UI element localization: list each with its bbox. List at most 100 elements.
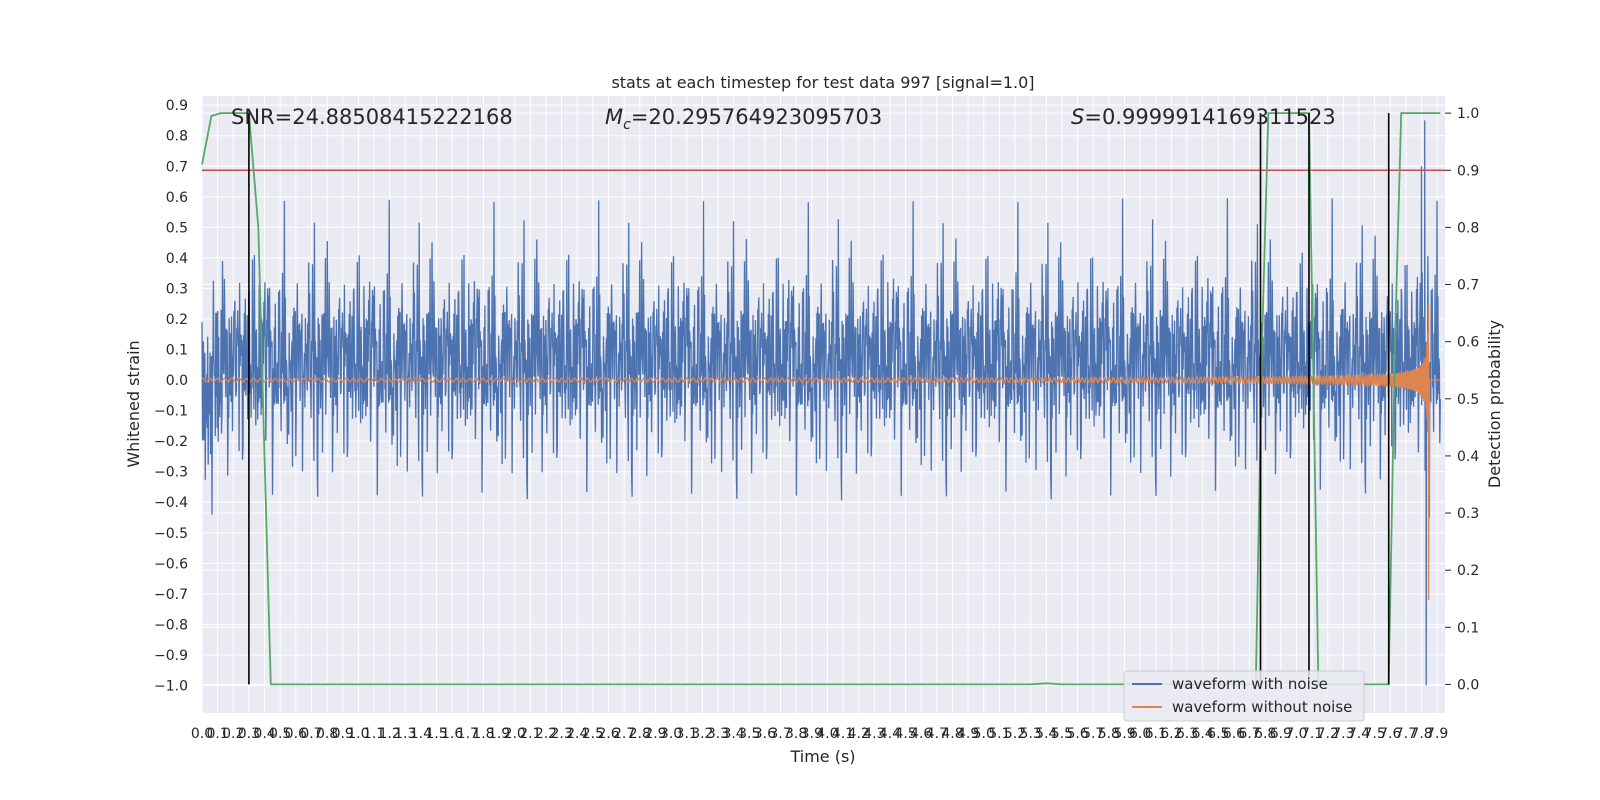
x-axis-label: Time (s) <box>789 747 855 766</box>
series-waveform-with-noise <box>201 120 1441 686</box>
y-right-axis-label: Detection probability <box>1485 320 1504 488</box>
y-tick-label-10: −0.1 <box>154 404 188 420</box>
y-axis-label: Whitened strain <box>124 340 143 467</box>
x-tick-label-30: 3.0 <box>660 726 682 742</box>
x-tick-label-70: 7.0 <box>1285 726 1307 742</box>
x-tick-label-78: 7.8 <box>1410 726 1432 742</box>
x-tick-label-42: 4.2 <box>848 726 870 742</box>
y-tick-label-8: 0.1 <box>166 343 188 359</box>
x-tick-label-52: 5.2 <box>1004 726 1026 742</box>
y-right-tick-label-1: 0.9 <box>1457 163 1479 179</box>
x-tick-label-26: 2.6 <box>597 726 619 742</box>
x-tick-label-54: 5.4 <box>1035 726 1057 742</box>
x-tick-label-40: 4.0 <box>816 726 838 742</box>
x-tick-label-34: 3.4 <box>722 726 744 742</box>
x-tick-label-43: 4.3 <box>863 726 885 742</box>
y-right-tick-label-6: 0.4 <box>1457 449 1479 465</box>
y-tick-label-3: 0.6 <box>166 190 188 206</box>
y-right-tick-label-7: 0.3 <box>1457 506 1479 522</box>
y-tick-label-4: 0.5 <box>166 220 188 236</box>
y-right-tick-label-5: 0.5 <box>1457 392 1479 408</box>
annotation-chirp-mass-symbol: M <box>605 105 623 129</box>
x-tick-label-32: 3.2 <box>691 726 713 742</box>
annotation-chirp-mass: Mc=20.295764923095703 <box>605 105 882 133</box>
y-tick-label-2: 0.7 <box>166 159 188 175</box>
x-tick-label-41: 4.1 <box>832 726 854 742</box>
x-tick-label-15: 1.5 <box>425 726 447 742</box>
y-right-tick-label-0: 1.0 <box>1457 106 1479 122</box>
x-tick-label-29: 2.9 <box>644 726 666 742</box>
y-tick-label-19: −1.0 <box>154 679 188 695</box>
annotation-snr: SNR=24.88508415222168 <box>231 105 513 129</box>
x-tick-label-57: 5.7 <box>1082 726 1104 742</box>
annotation-score-value: =0.9999914169311523 <box>1084 105 1335 129</box>
x-tick-label-69: 6.9 <box>1270 726 1292 742</box>
y-tick-label-17: −0.8 <box>154 617 188 633</box>
x-tick-label-3: 0.3 <box>238 726 260 742</box>
x-tick-label-56: 5.6 <box>1066 726 1088 742</box>
x-tick-label-27: 2.7 <box>613 726 635 742</box>
x-tick-label-73: 7.3 <box>1332 726 1354 742</box>
y-tick-labels: 0.9 0.8 0.7 0.6 0.5 0.4 0.3 0.2 0.1 0.0 −0.1 −0.2 −0… <box>154 98 188 694</box>
x-tick-label-55: 5.5 <box>1051 726 1073 742</box>
x-tick-label-59: 5.9 <box>1113 726 1135 742</box>
y-tick-label-0: 0.9 <box>166 98 188 114</box>
series-waveform-without-noise <box>201 305 1441 601</box>
x-tick-label-36: 3.6 <box>754 726 776 742</box>
x-tick-label-5: 0.5 <box>269 726 291 742</box>
line-waveform-with-noise <box>201 120 1441 686</box>
x-tick-label-77: 7.7 <box>1395 726 1417 742</box>
x-tick-label-68: 6.8 <box>1254 726 1276 742</box>
y-right-tick-label-9: 0.1 <box>1457 620 1479 636</box>
x-tick-label-17: 1.7 <box>457 726 479 742</box>
y-tick-label-11: −0.2 <box>154 434 188 450</box>
x-tick-label-21: 2.1 <box>519 726 541 742</box>
x-tick-label-8: 0.8 <box>316 726 338 742</box>
x-tick-label-74: 7.4 <box>1348 726 1370 742</box>
x-tick-label-53: 5.3 <box>1020 726 1042 742</box>
x-tick-label-44: 4.4 <box>879 726 901 742</box>
x-tick-label-20: 2.0 <box>504 726 526 742</box>
x-tick-label-18: 1.8 <box>472 726 494 742</box>
x-tick-label-10: 1.0 <box>347 726 369 742</box>
x-tick-label-0: 0.0 <box>191 726 213 742</box>
x-tick-label-16: 1.6 <box>441 726 463 742</box>
y-right-tick-labels: 1.0 0.9 0.8 0.7 0.6 0.5 0.4 0.3 0.2 0.1 0.0 <box>1445 106 1479 693</box>
y-tick-label-7: 0.2 <box>166 312 188 328</box>
x-tick-label-76: 7.6 <box>1379 726 1401 742</box>
x-tick-label-66: 6.6 <box>1223 726 1245 742</box>
x-tick-label-72: 7.2 <box>1317 726 1339 742</box>
x-tick-label-48: 4.8 <box>941 726 963 742</box>
legend: waveform with noise waveform without noi… <box>1123 670 1365 722</box>
x-tick-label-25: 2.5 <box>582 726 604 742</box>
x-tick-label-60: 6.0 <box>1129 726 1151 742</box>
y-tick-label-15: −0.6 <box>154 556 188 572</box>
x-tick-label-38: 3.8 <box>785 726 807 742</box>
x-tick-label-35: 3.5 <box>738 726 760 742</box>
x-tick-label-46: 4.6 <box>910 726 932 742</box>
x-tick-label-13: 1.3 <box>394 726 416 742</box>
legend-box <box>1123 670 1365 722</box>
x-tick-label-64: 6.4 <box>1192 726 1214 742</box>
y-right-tick-label-10: 0.0 <box>1457 677 1479 693</box>
x-tick-label-71: 7.1 <box>1301 726 1323 742</box>
x-tick-label-39: 3.9 <box>801 726 823 742</box>
x-tick-label-62: 6.2 <box>1160 726 1182 742</box>
y-tick-label-6: 0.3 <box>166 281 188 297</box>
x-tick-label-1: 0.1 <box>207 726 229 742</box>
x-tick-labels: 0.00.10.20.30.40.50.60.70.80.91.01.11.21… <box>191 726 1448 742</box>
x-tick-label-63: 6.3 <box>1176 726 1198 742</box>
x-tick-label-2: 0.2 <box>222 726 244 742</box>
x-tick-label-24: 2.4 <box>566 726 588 742</box>
y-tick-label-1: 0.8 <box>166 129 188 145</box>
event-lines <box>248 113 1390 685</box>
x-tick-label-12: 1.2 <box>378 726 400 742</box>
y-right-tick-label-3: 0.7 <box>1457 278 1479 294</box>
annotation-chirp-mass-subscript: c <box>623 117 631 133</box>
annotation-score: S=0.9999914169311523 <box>1071 105 1336 129</box>
x-tick-label-9: 0.9 <box>332 726 354 742</box>
y-tick-label-9: 0.0 <box>166 373 188 389</box>
x-tick-label-31: 3.1 <box>676 726 698 742</box>
y-right-tick-label-4: 0.6 <box>1457 335 1479 351</box>
